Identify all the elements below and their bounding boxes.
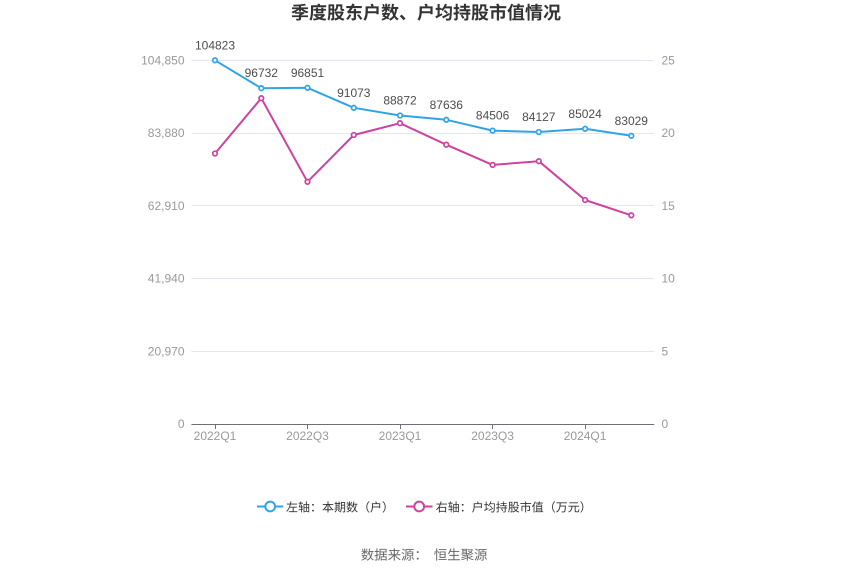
svg-text:41,940: 41,940 (148, 272, 185, 286)
svg-text:62,910: 62,910 (148, 199, 185, 213)
svg-text:0: 0 (178, 417, 185, 431)
svg-text:104823: 104823 (195, 38, 235, 52)
svg-text:2022Q1: 2022Q1 (194, 429, 237, 443)
svg-text:25: 25 (662, 54, 676, 68)
svg-text:20,970: 20,970 (148, 344, 185, 358)
svg-text:83,880: 83,880 (148, 126, 185, 140)
svg-text:85024: 85024 (568, 107, 602, 121)
svg-text:91073: 91073 (337, 86, 371, 100)
svg-text:2024Q1: 2024Q1 (564, 429, 607, 443)
svg-text:96732: 96732 (245, 66, 279, 80)
svg-text:20: 20 (662, 126, 676, 140)
svg-text:5: 5 (662, 344, 669, 358)
svg-text:2023Q3: 2023Q3 (471, 429, 514, 443)
svg-text:2023Q1: 2023Q1 (379, 429, 422, 443)
svg-text:104,850: 104,850 (141, 54, 185, 68)
svg-text:0: 0 (662, 417, 669, 431)
svg-text:2022Q3: 2022Q3 (286, 429, 329, 443)
svg-text:84127: 84127 (522, 110, 556, 124)
svg-text:83029: 83029 (615, 114, 649, 128)
svg-text:10: 10 (662, 272, 676, 286)
svg-text:87636: 87636 (430, 98, 464, 112)
svg-text:15: 15 (662, 199, 676, 213)
svg-text:96851: 96851 (291, 66, 325, 80)
svg-text:88872: 88872 (383, 94, 417, 108)
svg-text:84506: 84506 (476, 109, 510, 123)
